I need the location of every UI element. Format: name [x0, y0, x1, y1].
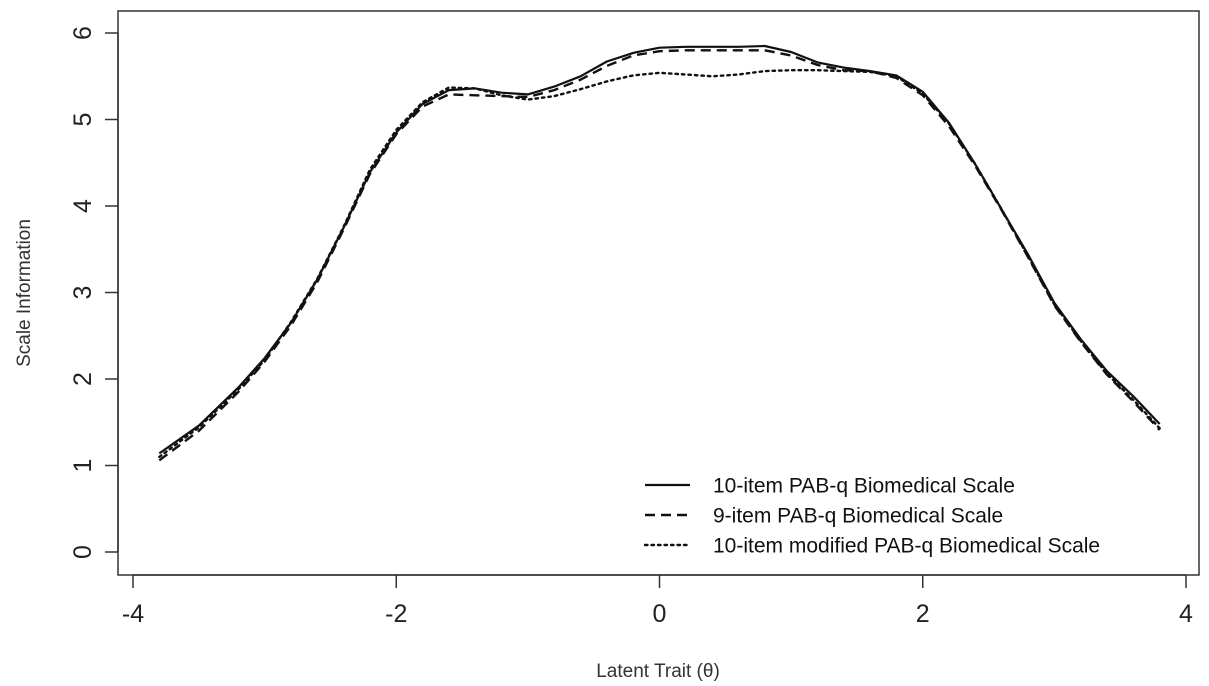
series-line-2 — [158, 49, 1161, 462]
series-line-1 — [158, 44, 1161, 455]
y-tick-label: 1 — [69, 459, 97, 473]
axes: -4 -2 0 2 4 0 1 2 3 4 5 6 — [69, 26, 1193, 628]
x-tick-label: -2 — [385, 600, 407, 628]
legend-label-2: 9-item PAB-q Biomedical Scale — [713, 504, 1003, 527]
y-tick-label: 6 — [69, 26, 97, 40]
series-line-3 — [158, 68, 1161, 459]
x-tick-label: -4 — [122, 600, 144, 628]
plot-frame — [117, 10, 1200, 576]
y-tick-label: 0 — [69, 545, 97, 559]
y-tick-label: 3 — [69, 286, 97, 300]
y-tick-label: 2 — [69, 372, 97, 386]
x-axis-title: Latent Trait (θ) — [596, 661, 720, 682]
x-tick-label: 2 — [916, 600, 930, 628]
x-tick-label: 4 — [1179, 600, 1193, 628]
y-tick-label: 5 — [69, 113, 97, 127]
legend: 10-item PAB-q Biomedical Scale 9-item PAB… — [643, 474, 1100, 557]
series-layer — [158, 44, 1161, 462]
y-tick-label: 4 — [69, 199, 97, 213]
y-axis-title: Scale Information — [14, 219, 35, 367]
legend-label-3: 10-item modified PAB-q Biomedical Scale — [713, 534, 1100, 557]
legend-label-1: 10-item PAB-q Biomedical Scale — [713, 474, 1015, 497]
x-tick-label: 0 — [653, 600, 667, 628]
